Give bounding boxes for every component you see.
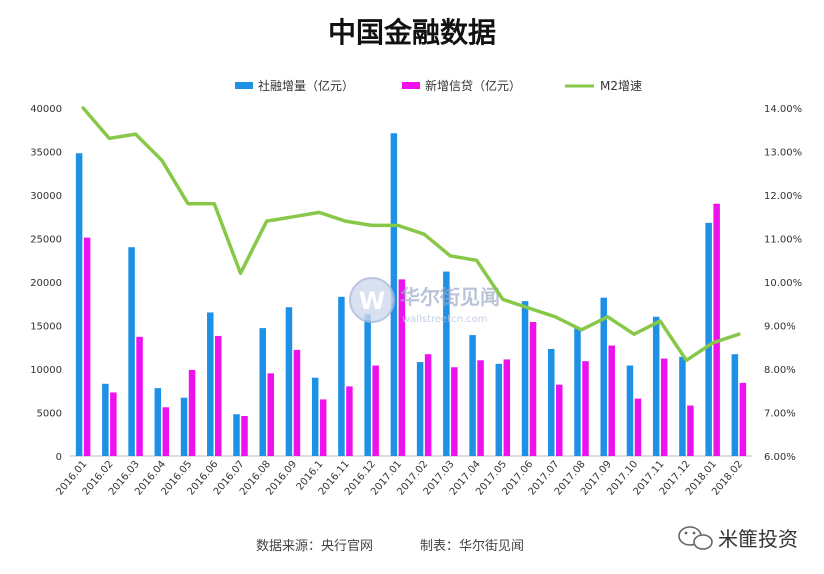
bar-new-loans	[372, 365, 379, 456]
y-right-tick-label: 9.00%	[764, 322, 796, 333]
bar-social-financing	[574, 328, 581, 456]
y-left-tick-label: 15000	[30, 322, 62, 333]
bar-new-loans	[188, 369, 196, 456]
footer-maker: 制表：华尔街见闻	[420, 539, 524, 554]
legend-swatch-new-loans	[402, 82, 420, 89]
y-right-tick-label: 8.00%	[764, 365, 796, 376]
bar-new-loans	[687, 405, 694, 456]
bar-social-financing	[600, 297, 607, 456]
watermark: W 华尔街见闻 wallstreetcn.com	[349, 277, 500, 325]
bar-new-loans	[110, 392, 117, 456]
y-left-tick-label: 25000	[30, 235, 62, 246]
bar-social-financing	[626, 365, 634, 456]
bar-social-financing	[679, 356, 686, 456]
bar-social-financing	[338, 296, 345, 456]
bar-new-loans	[83, 237, 91, 456]
y-left-tick-label: 0	[56, 452, 62, 463]
watermark-url: wallstreetcn.com	[402, 314, 487, 325]
bar-social-financing	[128, 247, 135, 456]
y-left-tick-label: 35000	[30, 148, 62, 159]
bar-new-loans	[451, 367, 458, 456]
bar-new-loans	[319, 399, 327, 456]
chart-title: 中国金融数据	[328, 16, 496, 49]
bar-new-loans	[162, 407, 170, 456]
y-right-tick-label: 12.00%	[764, 191, 802, 202]
bar-social-financing	[233, 414, 240, 456]
y-right-tick-label: 10.00%	[764, 278, 802, 289]
bar-new-loans	[634, 398, 642, 456]
bar-new-loans	[424, 354, 432, 456]
bar-social-financing	[705, 222, 712, 456]
brand: 米篚投资	[678, 526, 798, 551]
watermark-logo-letter: W	[359, 287, 385, 315]
bar-social-financing	[154, 388, 162, 456]
y-right-tick-label: 13.00%	[764, 148, 802, 159]
bar-social-financing	[416, 362, 424, 456]
bar-new-loans	[215, 335, 222, 456]
bar-social-financing	[259, 328, 266, 456]
bar-social-financing	[102, 383, 109, 456]
bar-social-financing	[364, 314, 371, 456]
bar-social-financing	[443, 271, 450, 456]
y-left-tick-label: 5000	[37, 409, 62, 420]
legend-label-social-financing: 社融增量（亿元）	[258, 78, 354, 93]
bar-social-financing	[75, 153, 83, 457]
bar-social-financing	[180, 397, 188, 456]
y-right-tick-label: 11.00%	[764, 235, 802, 246]
y-right-tick-label: 14.00%	[764, 104, 802, 115]
bar-new-loans	[713, 203, 720, 456]
bar-new-loans	[608, 345, 615, 456]
legend-label-m2-growth: M2增速	[600, 79, 642, 93]
bar-social-financing	[207, 312, 214, 456]
y-left-tick-label: 40000	[30, 104, 62, 115]
y-right-tick-label: 7.00%	[764, 409, 796, 420]
bar-social-financing	[548, 348, 555, 456]
legend-item-new-loans: 新增信贷（亿元）	[402, 78, 521, 93]
y-right-tick-label: 6.00%	[764, 452, 796, 463]
footer-source: 数据来源：央行官网	[256, 538, 373, 554]
bar-social-financing	[521, 301, 529, 456]
bar-new-loans	[267, 373, 274, 456]
y-left-tick-label: 20000	[30, 278, 62, 289]
bar-new-loans	[660, 358, 668, 456]
bar-new-loans	[739, 382, 747, 456]
bar-new-loans	[293, 349, 301, 456]
legend-label-new-loans: 新增信贷（亿元）	[425, 78, 521, 93]
y-axis-left: 0 5000 10000 15000 20000 25000 30000 35000 40000	[30, 104, 62, 463]
bar-social-financing	[731, 354, 739, 456]
legend-swatch-social-financing	[235, 82, 253, 89]
bar-social-financing	[469, 335, 476, 456]
y-left-tick-label: 10000	[30, 365, 62, 376]
bar-new-loans	[241, 415, 248, 456]
legend-item-social-financing: 社融增量（亿元）	[235, 78, 354, 93]
bar-social-financing	[652, 316, 660, 456]
m2-growth-line	[81, 106, 741, 363]
bar-new-loans	[346, 386, 353, 456]
brand-name: 米篚投资	[718, 527, 798, 551]
bar-new-loans	[398, 279, 406, 456]
bar-new-loans	[503, 359, 511, 456]
legend-item-m2-growth: M2增速	[565, 79, 642, 93]
watermark-logo-icon	[349, 277, 395, 323]
y-left-tick-label: 30000	[30, 191, 62, 202]
bar-social-financing	[495, 363, 503, 456]
y-axis-right: 6.00% 7.00% 8.00% 9.00% 10.00% 11.00% 12.00% 13…	[764, 104, 802, 463]
bar-social-financing	[285, 307, 293, 456]
legend: 社融增量（亿元） 新增信贷（亿元） M2增速	[235, 78, 642, 93]
bar-new-loans	[477, 360, 484, 456]
bar-new-loans	[556, 384, 563, 456]
bar-new-loans	[136, 336, 143, 456]
bar-new-loans	[582, 361, 589, 456]
bar-social-financing	[311, 377, 319, 456]
watermark-title: 华尔街见闻	[400, 285, 500, 309]
wechat-icon	[678, 526, 713, 550]
x-axis-labels: 2016.012016.022016.032016.042016.052016.…	[54, 459, 745, 498]
bar-new-loans	[529, 322, 537, 456]
